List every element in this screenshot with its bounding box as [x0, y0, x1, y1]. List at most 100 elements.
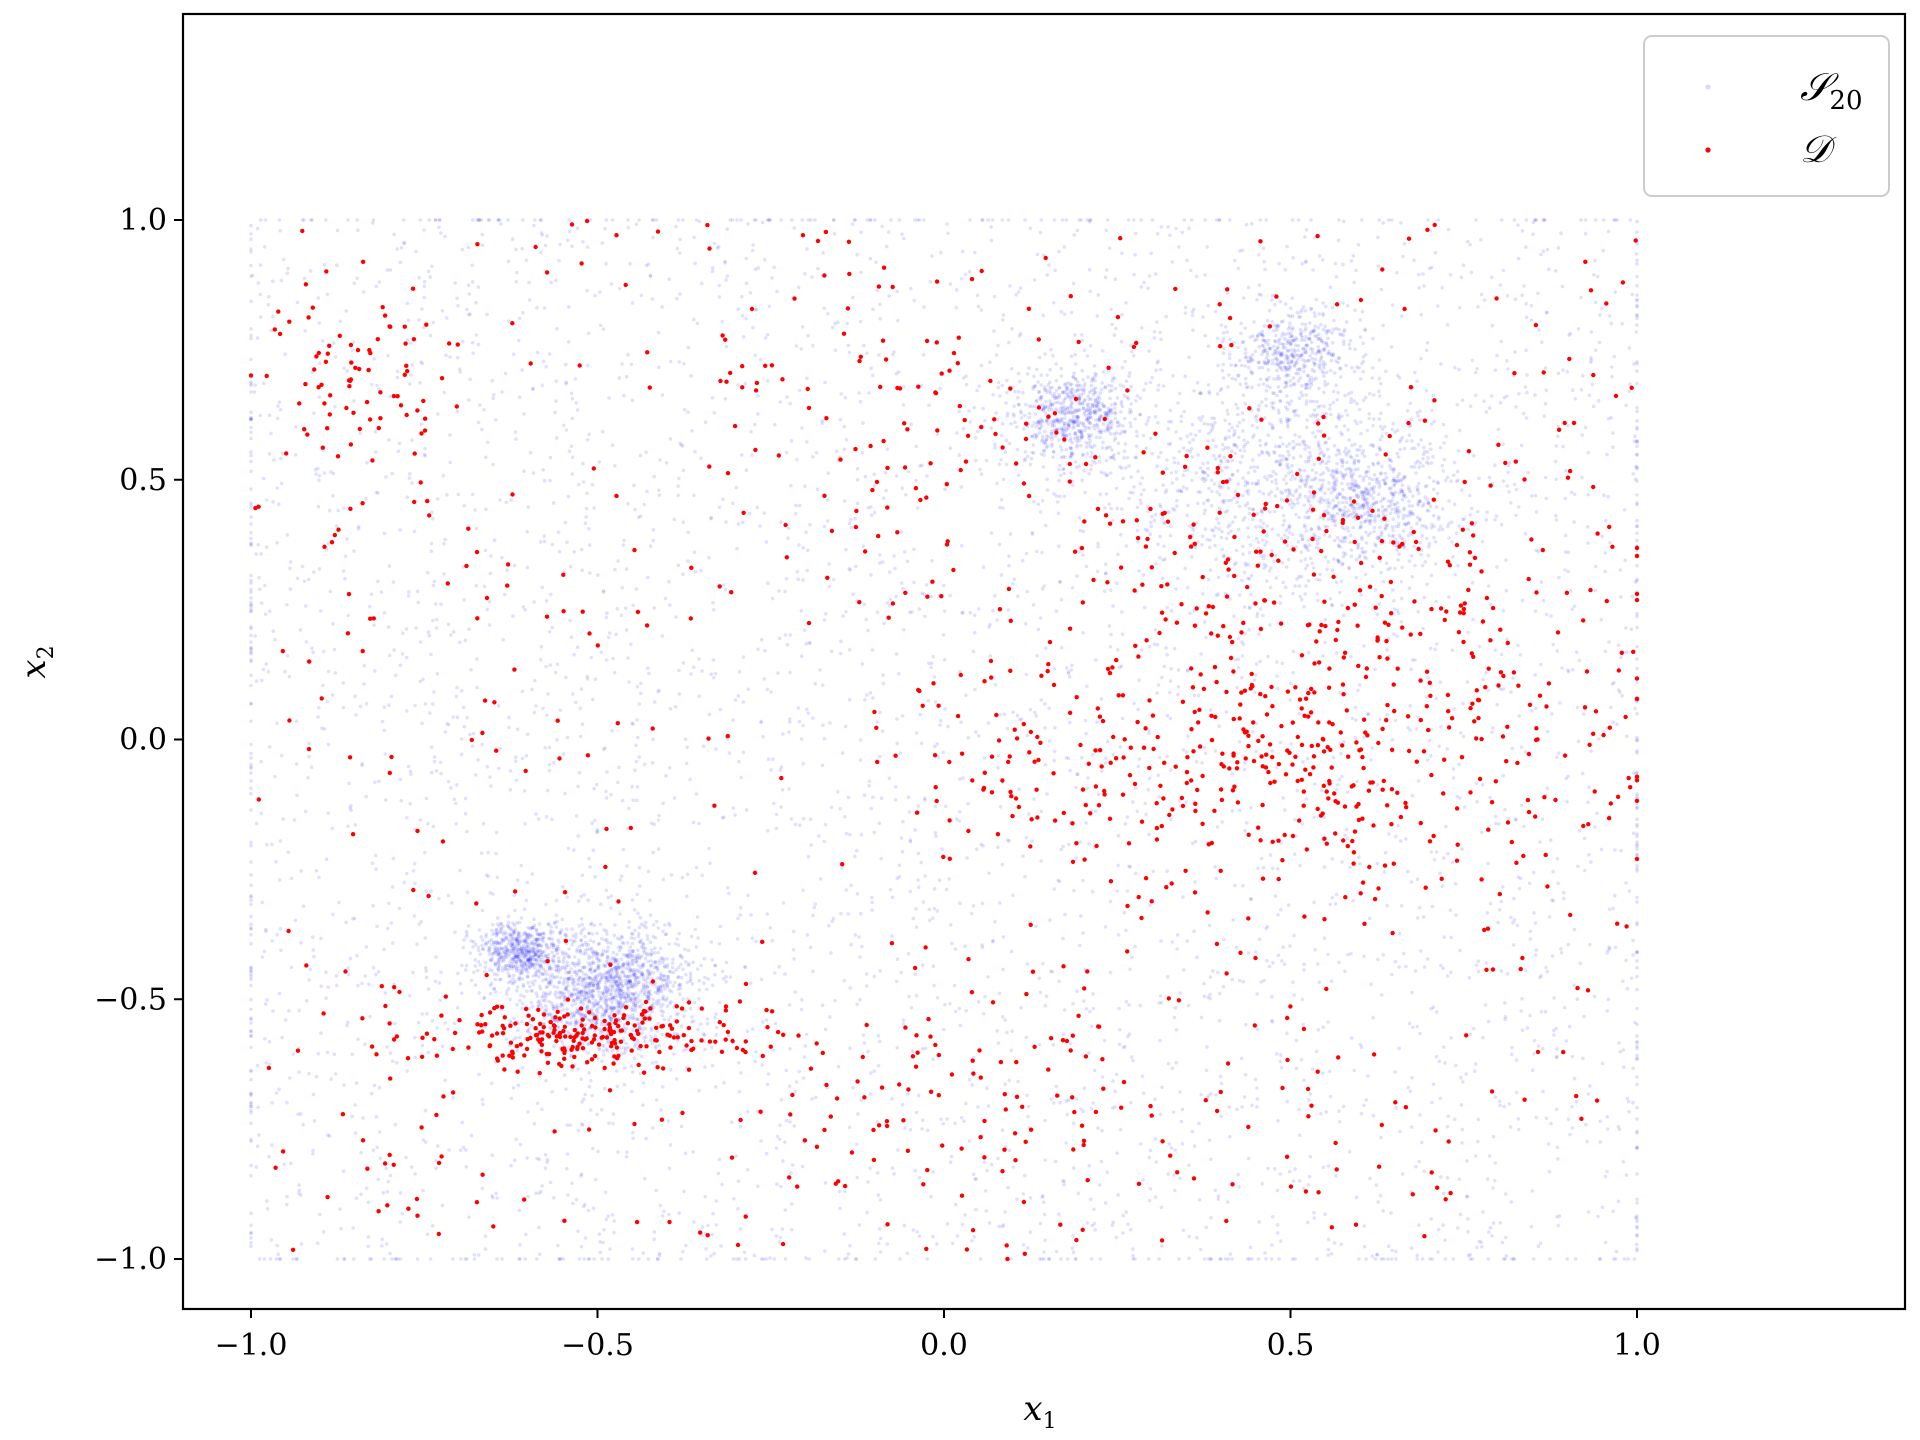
series-s20-point [1171, 507, 1175, 511]
series-s20-point [402, 880, 407, 885]
series-s20-point [1278, 435, 1283, 440]
series-s20-point [371, 966, 376, 970]
series-s20-point [675, 1012, 679, 1017]
series-s20-point [1634, 1242, 1639, 1247]
series-s20-point [1390, 507, 1394, 512]
series-s20-point [536, 954, 541, 959]
series-s20-point [1366, 1074, 1370, 1078]
series-s20-point [1107, 246, 1112, 250]
series-s20-point [932, 887, 937, 891]
series-s20-point [1308, 454, 1313, 458]
series-s20-point [1277, 444, 1282, 449]
series-s20-point [480, 908, 485, 913]
series-s20-point [609, 968, 613, 972]
series-s20-point [536, 1000, 540, 1004]
series-s20-point [803, 1044, 808, 1048]
series-s20-point [601, 1240, 605, 1245]
series-s20-point [1417, 518, 1422, 522]
series-s20-point [1370, 746, 1374, 750]
series-s20-point [1579, 218, 1583, 222]
series-s20-point [711, 266, 715, 270]
series-s20-point [629, 936, 634, 940]
series-s20-point [708, 861, 712, 866]
series-s20-point [1313, 314, 1317, 319]
series-s20-point [1069, 354, 1074, 359]
series-s20-point [581, 240, 585, 244]
series-s20-point [1429, 850, 1434, 854]
series-s20-point [602, 1086, 607, 1091]
series-s20-point [482, 584, 487, 589]
series-s20-point [447, 1148, 451, 1152]
series-s20-point [575, 971, 579, 975]
series-s20-point [498, 955, 502, 960]
series-s20-point [1347, 438, 1351, 442]
series-s20-point [285, 533, 290, 537]
series-s20-point [1555, 1047, 1559, 1051]
series-s20-point [1570, 667, 1575, 672]
series-s20-point [745, 1167, 750, 1172]
series-s20-point [1241, 884, 1245, 888]
series-s20-point [1544, 1116, 1549, 1121]
series-s20-point [1289, 742, 1293, 746]
series-s20-point [1364, 550, 1368, 554]
series-s20-point [1111, 1079, 1115, 1083]
series-s20-point [423, 453, 428, 458]
series-s20-point [1183, 566, 1187, 571]
series-s20-point [303, 329, 307, 333]
series-s20-point [1082, 468, 1086, 473]
series-s20-point [482, 407, 486, 412]
series-s20-point [1278, 459, 1282, 463]
series-s20-point [1157, 1257, 1161, 1261]
series-s20-point [552, 984, 556, 989]
series-s20-point [967, 269, 972, 274]
series-s20-point [536, 932, 540, 937]
series-s20-point [1255, 1027, 1260, 1032]
series-s20-point [404, 655, 409, 660]
series-s20-point [648, 1013, 652, 1017]
series-s20-point [526, 981, 530, 985]
series-s20-point [1466, 527, 1470, 531]
series-s20-point [387, 564, 392, 568]
series-s20-point [1474, 781, 1479, 786]
series-s20-point [1085, 218, 1089, 222]
series-s20-point [575, 226, 580, 230]
series-s20-point [485, 764, 490, 769]
series-s20-point [1542, 414, 1547, 418]
series-s20-point [631, 1130, 635, 1135]
series-s20-point [564, 675, 568, 680]
series-s20-point [1079, 434, 1084, 439]
series-s20-point [1377, 218, 1382, 222]
series-s20-point [538, 540, 543, 544]
series-s20-point [586, 1257, 591, 1261]
series-s20-point [1257, 344, 1262, 349]
series-s20-point [277, 1087, 281, 1092]
series-s20-point [1350, 474, 1354, 478]
series-s20-point [383, 991, 388, 995]
series-s20-point [1624, 881, 1628, 885]
series-s20-point [1600, 1061, 1605, 1066]
series-s20-point [899, 581, 904, 585]
series-s20-point [1112, 333, 1117, 337]
series-s20-point [1340, 460, 1345, 465]
series-s20-point [285, 603, 289, 607]
series-s20-point [1521, 411, 1526, 416]
series-s20-point [1328, 285, 1333, 290]
series-s20-point [1363, 328, 1368, 333]
series-s20-point [249, 603, 253, 607]
series-s20-point [510, 943, 514, 948]
series-s20-point [1397, 931, 1402, 936]
series-s20-point [520, 689, 525, 694]
series-s20-point [656, 926, 661, 930]
series-s20-point [1122, 910, 1127, 915]
series-s20-point [374, 972, 378, 977]
series-s20-point [617, 765, 621, 770]
series-s20-point [892, 554, 896, 558]
series-s20-point [1300, 384, 1304, 388]
series-s20-point [502, 930, 507, 934]
series-s20-point [590, 993, 595, 998]
series-s20-point [583, 984, 588, 988]
series-s20-point [887, 294, 891, 298]
series-s20-point [1551, 869, 1555, 874]
series-s20-point [1101, 370, 1106, 374]
series-s20-point [259, 218, 263, 222]
